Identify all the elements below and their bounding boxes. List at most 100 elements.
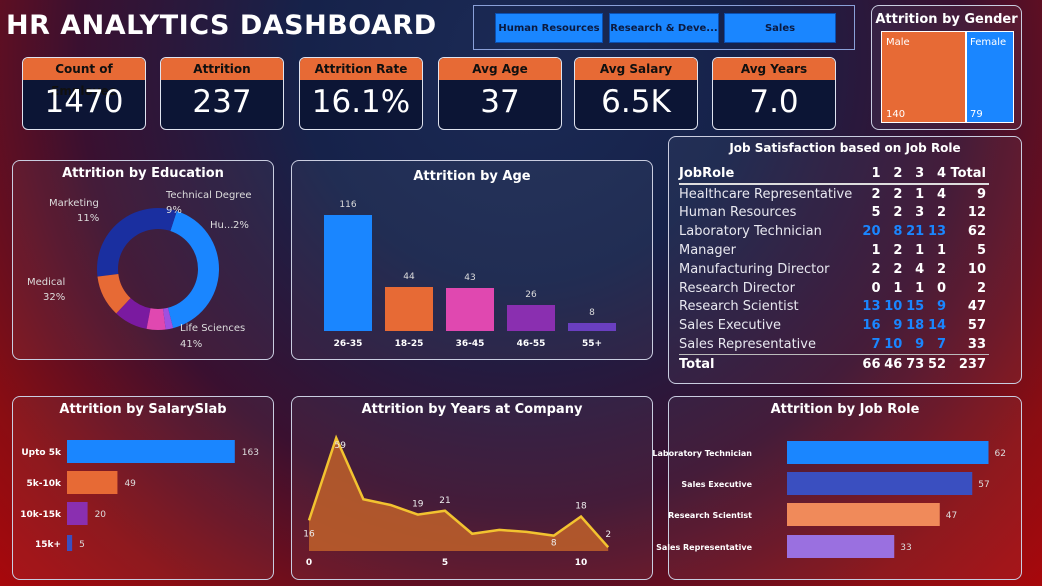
value-cell: 5	[871, 205, 881, 221]
total-cell: 73	[906, 356, 925, 372]
x-tick-label: 26-35	[334, 339, 363, 349]
col-jobrole[interactable]: JobRole	[679, 165, 735, 181]
value-cell: 2	[871, 186, 881, 202]
col-2[interactable]: 2	[893, 165, 903, 181]
table-row[interactable]: Research Scientist 13 10 15 9 47	[679, 298, 989, 317]
kpi-avg-salary: Avg Salary 6.5K	[574, 57, 698, 130]
bar-value-label: 8	[589, 308, 595, 318]
value-cell: 15	[906, 299, 925, 315]
x-tick-label: 0	[306, 558, 312, 568]
value-cell: 1	[937, 243, 947, 259]
age-bar-chart: 116 26-35 44 18-25 43 36-45 26 46-55 8 55+	[324, 200, 616, 349]
male-value: 140	[886, 109, 906, 120]
age-bar[interactable]	[324, 215, 372, 331]
area-line[interactable]	[307, 434, 610, 548]
jobrole-bar[interactable]	[787, 535, 895, 558]
y-tick-label: Sales Executive	[681, 480, 752, 489]
value-cell: 2	[871, 261, 881, 277]
jobrole-bar[interactable]	[787, 441, 989, 464]
donut-slice[interactable]	[163, 307, 174, 330]
point-label: 59	[334, 441, 346, 451]
bar-value-label: 20	[95, 510, 107, 520]
bar-value-label: 44	[403, 272, 415, 282]
role-cell: Research Director	[679, 280, 795, 296]
age-bar[interactable]	[385, 287, 433, 331]
point-label: 21	[439, 496, 450, 506]
kpi-value: 7.0	[749, 84, 799, 120]
kpi-label: Avg Years	[713, 58, 835, 80]
slicer-research-development[interactable]: Research & Deve...	[609, 13, 719, 43]
slicer-human-resources[interactable]: Human Resources	[495, 13, 603, 43]
gender-female-tile[interactable]: Female 79	[966, 31, 1014, 123]
donut-slice[interactable]	[146, 308, 166, 330]
table-row[interactable]: Research Director 0 1 1 0 2	[679, 279, 989, 298]
area-fill[interactable]	[309, 437, 609, 551]
point-label: 18	[575, 502, 587, 512]
col-total[interactable]: Total	[950, 165, 986, 181]
slice-label: Hu...	[210, 220, 233, 231]
point-label: 19	[412, 500, 424, 510]
gender-male-tile[interactable]: Male 140	[881, 31, 966, 123]
donut-slice[interactable]	[96, 208, 177, 277]
education-donut-chart: Life Sciences 41% Medical 32% Marketing 11% Te…	[27, 190, 252, 350]
value-cell: 9	[915, 337, 925, 353]
point-label: 16	[303, 529, 315, 539]
bar-value-label: 116	[339, 200, 356, 210]
slicer-sales[interactable]: Sales	[724, 13, 836, 43]
col-4[interactable]: 4	[937, 165, 947, 181]
role-cell: Manager	[679, 243, 736, 259]
kpi-label: Attrition Rate	[300, 58, 422, 80]
y-tick-label: 5k-10k	[27, 479, 63, 489]
table-row[interactable]: Sales Executive 16 9 18 14 57	[679, 316, 989, 335]
col-3[interactable]: 3	[915, 165, 925, 181]
table-row[interactable]: Healthcare Representative 2 2 1 4 9	[679, 184, 989, 204]
value-cell: 7	[871, 337, 881, 353]
table-row[interactable]: Human Resources 5 2 3 2 12	[679, 204, 989, 223]
x-tick-label: 10	[575, 558, 588, 568]
role-cell: Research Scientist	[679, 299, 799, 315]
value-cell: 0	[937, 280, 947, 296]
card-title: Attrition by Gender	[875, 12, 1018, 27]
total-cell: 66	[862, 356, 881, 372]
salary-bar[interactable]	[67, 471, 118, 494]
value-cell: 8	[893, 224, 903, 240]
table-row[interactable]: Laboratory Technician 20 8 21 13 62	[679, 222, 989, 241]
donut-slice[interactable]	[167, 210, 219, 329]
female-label: Female	[970, 37, 1007, 48]
value-cell: 0	[871, 280, 881, 296]
total-cell: 5	[976, 243, 986, 259]
table-row[interactable]: Manager 1 2 1 1 5	[679, 241, 989, 260]
slice-label: Marketing	[49, 198, 99, 209]
table-row[interactable]: Sales Representative 7 10 9 7 33	[679, 335, 989, 354]
salary-bar[interactable]	[67, 440, 235, 463]
slice-label: 9%	[166, 205, 182, 216]
salary-bar[interactable]	[67, 535, 73, 551]
jobrole-bar[interactable]	[787, 503, 940, 526]
jobrole-bar-chart: Laboratory Technician 62 Sales Executive 57…	[652, 441, 1006, 558]
jobrole-bar[interactable]	[787, 472, 973, 495]
value-cell: 2	[893, 186, 903, 202]
col-1[interactable]: 1	[871, 165, 881, 181]
age-bar[interactable]	[568, 323, 616, 331]
salary-bar[interactable]	[67, 502, 88, 525]
value-cell: 13	[927, 224, 947, 240]
value-cell: 3	[915, 205, 925, 221]
dashboard-title: HR ANALYTICS DASHBOARD	[6, 10, 437, 41]
donut-slice[interactable]	[116, 298, 151, 329]
age-bar[interactable]	[446, 288, 494, 331]
slice-label: Life Sciences	[180, 323, 245, 334]
female-value: 79	[970, 109, 983, 120]
role-cell: Sales Representative	[679, 337, 816, 353]
table-total-row: Total 66 46 73 52 237	[679, 354, 989, 373]
department-slicer: Human Resources Research & Deve... Sales	[473, 5, 855, 50]
card-title: Attrition by Years at Company	[361, 402, 583, 417]
role-cell: Laboratory Technician	[679, 224, 822, 240]
attrition-by-education-card: Attrition by Education Life Sciences 41% M…	[12, 160, 274, 360]
total-cell: 46	[884, 356, 903, 372]
x-tick-label: 46-55	[517, 339, 546, 349]
value-cell: 1	[893, 280, 903, 296]
value-cell: 7	[937, 337, 947, 353]
donut-slice[interactable]	[97, 274, 131, 314]
table-row[interactable]: Manufacturing Director 2 2 4 2 10	[679, 260, 989, 279]
age-bar[interactable]	[507, 305, 555, 331]
